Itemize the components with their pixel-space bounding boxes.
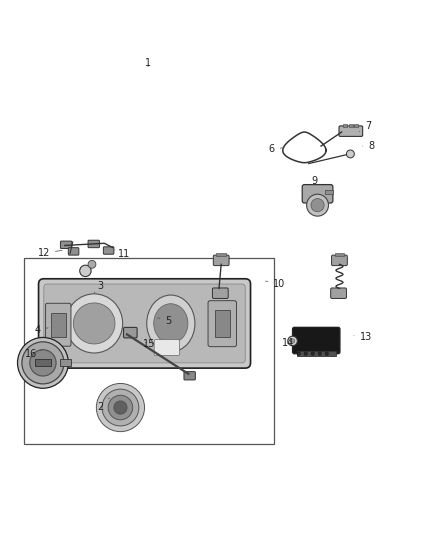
Bar — [343, 124, 347, 127]
Bar — [349, 124, 353, 127]
Circle shape — [307, 194, 328, 216]
Circle shape — [304, 352, 307, 356]
Bar — [24, 258, 274, 444]
Bar — [297, 351, 336, 356]
FancyBboxPatch shape — [103, 247, 114, 254]
Ellipse shape — [74, 303, 115, 344]
FancyBboxPatch shape — [124, 327, 137, 338]
Text: 15: 15 — [143, 339, 155, 349]
Bar — [335, 253, 344, 256]
FancyBboxPatch shape — [213, 255, 229, 265]
Circle shape — [30, 350, 56, 376]
Circle shape — [102, 389, 139, 426]
FancyBboxPatch shape — [302, 184, 333, 203]
Text: 14: 14 — [282, 338, 294, 348]
Ellipse shape — [147, 295, 195, 352]
Circle shape — [325, 352, 328, 356]
Circle shape — [80, 265, 91, 277]
Circle shape — [290, 339, 295, 343]
Bar — [60, 359, 71, 366]
Text: 12: 12 — [38, 248, 62, 259]
FancyBboxPatch shape — [88, 240, 99, 248]
Text: 7: 7 — [359, 122, 371, 132]
Circle shape — [318, 352, 321, 356]
FancyBboxPatch shape — [44, 284, 245, 363]
FancyBboxPatch shape — [46, 303, 71, 346]
FancyBboxPatch shape — [339, 126, 363, 136]
Text: 16: 16 — [25, 349, 42, 359]
Bar — [354, 124, 358, 127]
Text: 1: 1 — [145, 58, 151, 68]
Ellipse shape — [66, 294, 123, 353]
Text: 5: 5 — [158, 316, 172, 326]
FancyBboxPatch shape — [332, 255, 347, 265]
Text: 8: 8 — [363, 141, 374, 151]
Circle shape — [297, 352, 300, 356]
Bar — [325, 190, 333, 194]
Circle shape — [18, 337, 68, 388]
Circle shape — [88, 260, 96, 268]
FancyBboxPatch shape — [208, 301, 237, 346]
Text: 6: 6 — [268, 144, 284, 154]
Text: 3: 3 — [94, 281, 104, 293]
Text: 2: 2 — [98, 398, 110, 411]
Text: 9: 9 — [311, 176, 318, 186]
Circle shape — [311, 352, 314, 356]
FancyBboxPatch shape — [68, 248, 79, 255]
Text: 4: 4 — [34, 325, 48, 335]
FancyBboxPatch shape — [293, 327, 340, 354]
FancyBboxPatch shape — [39, 279, 251, 368]
Circle shape — [108, 395, 133, 420]
Circle shape — [22, 342, 64, 384]
FancyBboxPatch shape — [331, 288, 346, 298]
Circle shape — [96, 383, 145, 432]
Bar — [216, 253, 226, 256]
Text: 13: 13 — [354, 333, 372, 343]
Bar — [215, 310, 230, 336]
Bar — [35, 359, 51, 366]
Bar — [51, 313, 66, 337]
Circle shape — [114, 401, 127, 414]
Circle shape — [288, 336, 297, 346]
Text: 10: 10 — [265, 279, 286, 289]
FancyBboxPatch shape — [212, 288, 228, 298]
FancyBboxPatch shape — [154, 340, 180, 356]
Text: 11: 11 — [115, 249, 130, 259]
FancyBboxPatch shape — [60, 241, 72, 248]
Ellipse shape — [154, 304, 188, 343]
Circle shape — [311, 199, 324, 212]
Circle shape — [346, 150, 354, 158]
FancyBboxPatch shape — [184, 372, 195, 380]
